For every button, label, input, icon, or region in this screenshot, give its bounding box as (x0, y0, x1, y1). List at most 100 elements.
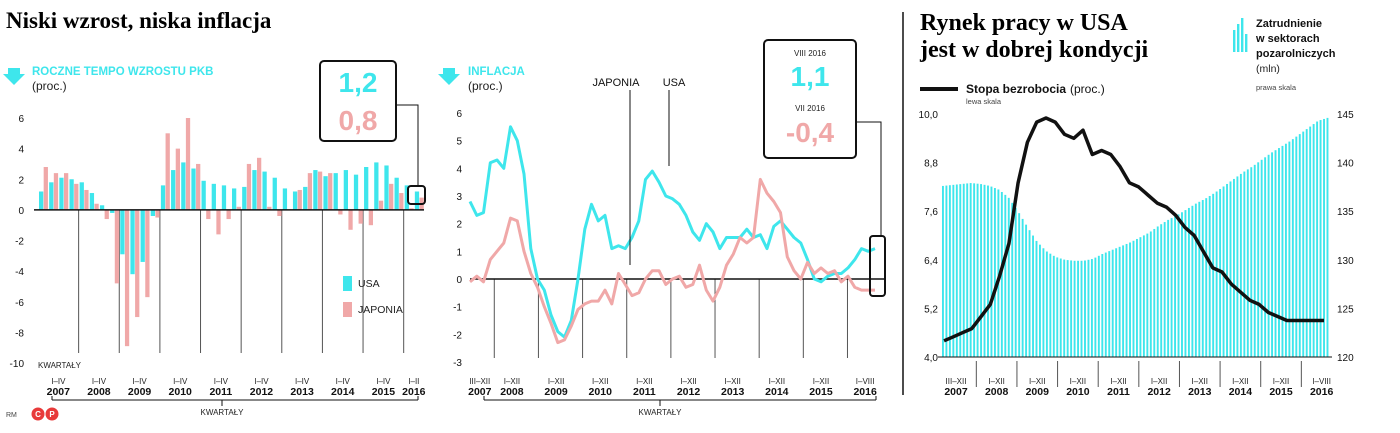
bar-japan (155, 209, 160, 218)
x-quarter-label: I–XII (988, 377, 1004, 386)
x-quarter-label: I–XII (1029, 377, 1045, 386)
bar-employment (1233, 178, 1235, 357)
y-tick-right: 125 (1337, 304, 1354, 315)
bar-employment (1163, 222, 1166, 357)
bar-employment (1056, 257, 1059, 357)
bar-usa (272, 177, 277, 210)
gdp-callout-box (319, 60, 397, 142)
x-quarter-label: I–XII (636, 377, 652, 386)
y-tick-label: 2 (18, 175, 24, 186)
bar-employment (987, 185, 989, 357)
x-quarter-label: I–IV (376, 377, 391, 386)
bar-employment (983, 184, 986, 357)
bar-employment (990, 186, 993, 357)
x-quarter-label: I–XII (592, 377, 608, 386)
bar-usa (333, 173, 338, 210)
bar-employment (1059, 258, 1062, 357)
bar-japan (43, 167, 48, 210)
bar-employment (1101, 254, 1104, 357)
x-year-label: 2013 (721, 386, 745, 398)
bar-employment (1167, 219, 1170, 357)
bar-employment (1174, 216, 1177, 357)
x-quarter-label: III–XII (469, 377, 490, 386)
bar-employment (1156, 226, 1159, 357)
legend-unemployment-axis: lewa skala (966, 97, 1002, 106)
bar-employment (1097, 255, 1100, 357)
x-quarter-label: I–IV (214, 377, 229, 386)
x-quarter-label: I–XII (1110, 377, 1126, 386)
inflation-axis-caption: KWARTAŁY (639, 408, 683, 417)
bar-usa (313, 170, 318, 210)
gdp-subtitle: ROCZNE TEMPO WZROSTU PKB (32, 66, 213, 78)
bar-employment (1007, 197, 1010, 357)
x-year-label: 2007 (468, 386, 492, 398)
bar-japan (206, 209, 211, 220)
bar-employment (1021, 218, 1024, 357)
bar-employment (1239, 173, 1242, 357)
bar-employment (1035, 240, 1038, 357)
bar-japan (267, 206, 272, 210)
x-year-label: 2009 (128, 386, 152, 398)
line-usa (468, 125, 876, 339)
bar-usa (343, 170, 349, 210)
bar-japan (246, 163, 252, 210)
x-year-label: 2008 (87, 386, 111, 398)
y-tick-label: 4 (456, 164, 462, 175)
x-year-label: 2015 (372, 386, 396, 398)
x-year-label: 2012 (677, 386, 701, 398)
x-quarter-label: I–IV (254, 377, 269, 386)
legend-japan-swatch (343, 302, 352, 317)
bar-employment (993, 188, 996, 357)
bar-japan (348, 209, 353, 230)
legend-employment-2: w sektorach (1255, 33, 1320, 45)
legend-unemployment: Stopa bezrobocia (proc.) (966, 82, 1105, 96)
bar-employment (1094, 257, 1097, 357)
x-quarter-label: I–XII (724, 377, 740, 386)
legend-employment-3: pozarolniczych (1256, 48, 1336, 60)
x-quarter-label: I–VIII (1312, 377, 1331, 386)
bar-employment (1215, 191, 1218, 357)
bar-employment (1132, 240, 1135, 357)
y-tick-label: -1 (453, 303, 462, 314)
y-tick-label: 1 (456, 247, 462, 258)
bar-employment (1229, 181, 1232, 357)
x-quarter-label: I–XII (1273, 377, 1289, 386)
bar-employment (1250, 167, 1253, 357)
bar-employment (945, 185, 948, 357)
inflation-unit: (proc.) (468, 79, 503, 93)
x-year-label: 2011 (209, 386, 232, 398)
bar-employment (1316, 121, 1319, 357)
bar-employment (1039, 244, 1041, 357)
labor-chart: 10,0 8,8 7,6 6,4 5,2 4,0 145 140 135 130 125 120 III… (919, 110, 1355, 398)
gdp-kwartaly-inline: KWARTAŁY (38, 361, 82, 370)
x-year-label: 2011 (633, 386, 656, 398)
y-tick-label: -3 (453, 358, 462, 369)
y-tick-left: 7,6 (924, 207, 938, 218)
bar-japan (53, 173, 59, 210)
callout-japan-period: VII 2016 (795, 104, 825, 113)
bar-employment (1298, 134, 1301, 357)
gdp-callout-marker (407, 185, 426, 205)
bar-japan (236, 206, 241, 210)
x-year-label: 2012 (1147, 386, 1171, 398)
legend-employment-axis: prawa skala (1256, 83, 1297, 92)
bar-employment (1284, 143, 1287, 357)
x-quarter-label: I–IV (132, 377, 147, 386)
bar-employment (973, 183, 976, 357)
y-tick-right: 120 (1337, 353, 1354, 364)
x-quarter-label: I–XII (1192, 377, 1208, 386)
bar-usa (211, 183, 216, 210)
bar-employment (1260, 159, 1263, 357)
x-quarter-label: I–XII (1070, 377, 1086, 386)
y-tick-right: 140 (1337, 159, 1354, 170)
bar-employment (1073, 260, 1076, 357)
bar-employment (942, 185, 944, 357)
bar-usa (292, 191, 298, 210)
x-quarter-label: I–IV (336, 377, 351, 386)
bar-employment (980, 184, 983, 357)
bar-employment (1170, 218, 1173, 357)
bar-employment (997, 189, 1000, 357)
bar-employment (1066, 260, 1069, 357)
x-quarter-label: I–XII (1151, 377, 1167, 386)
